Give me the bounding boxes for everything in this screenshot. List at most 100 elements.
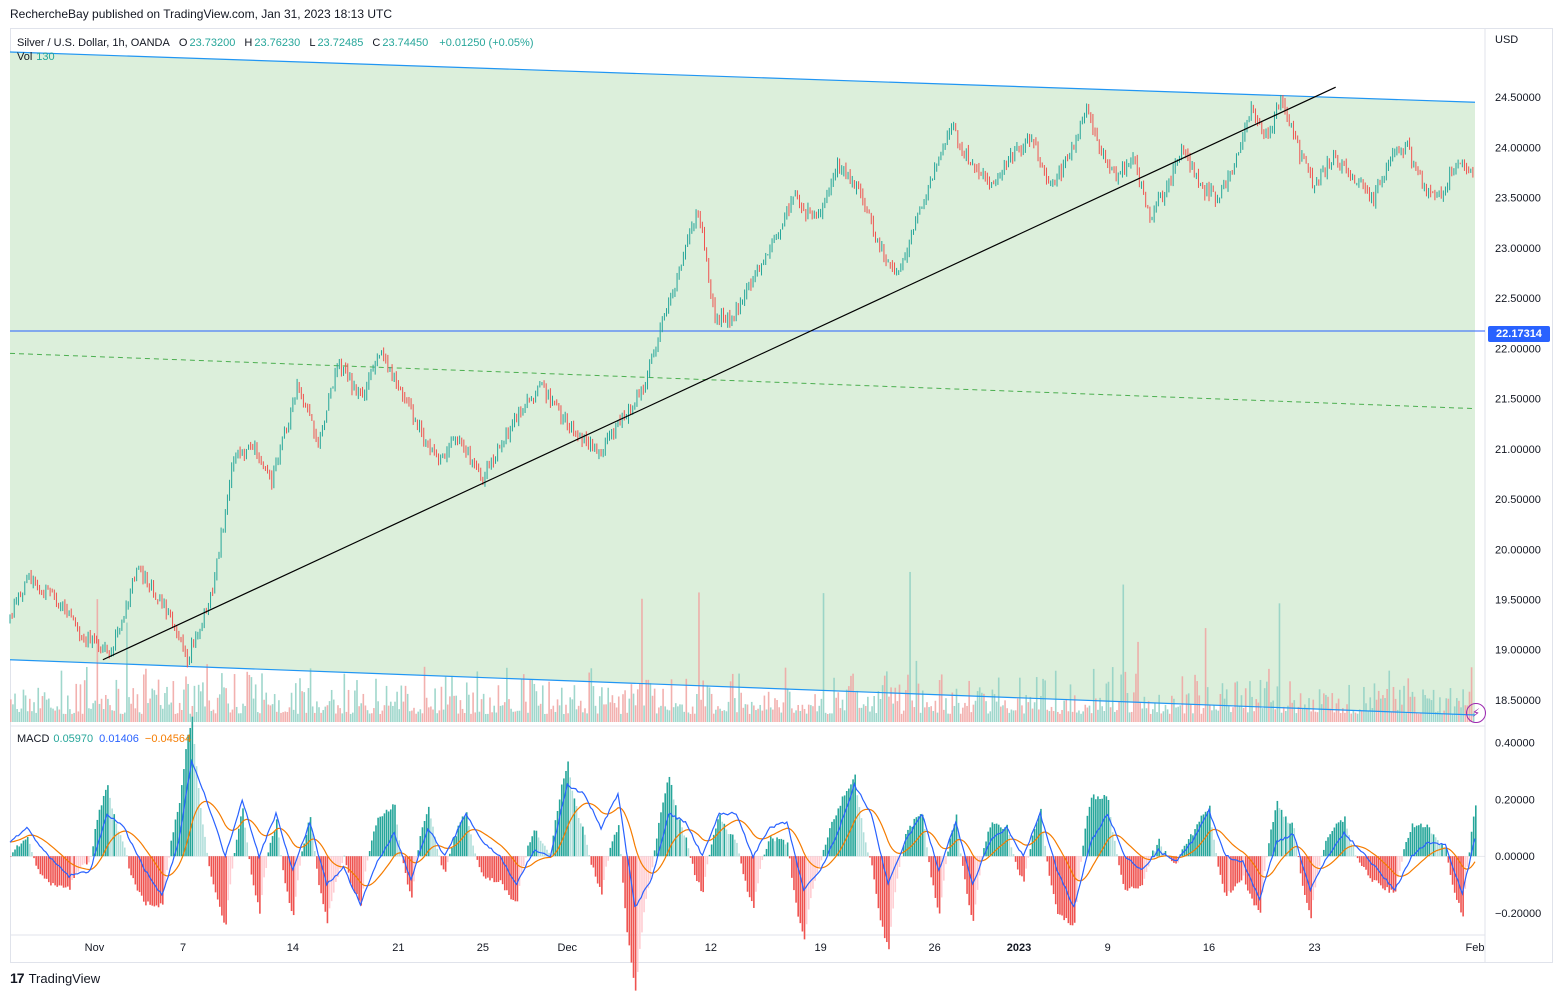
macd-histogram-bar <box>531 836 534 857</box>
macd-histogram-bar <box>674 805 677 857</box>
macd-histogram-bar <box>810 856 812 899</box>
volume-bar <box>630 684 633 722</box>
volume-bar <box>88 708 90 722</box>
price-tick-label: 24.50000 <box>1495 92 1541 104</box>
volume-bar <box>748 713 751 722</box>
volume-bar <box>104 694 107 722</box>
macd-histogram-bar <box>311 833 314 857</box>
volume-bar <box>981 692 983 722</box>
macd-histogram-bar <box>47 856 50 883</box>
channel-bottom-line <box>9 659 1476 716</box>
volume-bar <box>1316 712 1319 722</box>
macd-histogram-bar <box>634 856 637 991</box>
volume-bar <box>98 703 101 722</box>
volume-bar <box>1016 698 1019 722</box>
macd-histogram-bar <box>951 830 954 857</box>
time-tick-label: Nov <box>85 942 105 954</box>
volume-bar <box>1263 688 1266 722</box>
volume-bar <box>563 713 565 722</box>
volume-bar <box>1428 698 1431 722</box>
macd-legend[interactable]: MACD 0.05970 0.01406 −0.04564 <box>17 733 191 745</box>
macd-histogram-bar <box>37 856 40 870</box>
macd-histogram-bar <box>242 808 244 857</box>
macd-histogram-bar <box>1418 825 1420 857</box>
volume-bar <box>92 703 94 722</box>
volume-bar <box>1291 702 1293 722</box>
volume-bar <box>905 690 907 722</box>
macd-histogram-bar <box>936 856 939 908</box>
macd-histogram-bar <box>379 816 382 857</box>
volume-bar <box>1171 695 1173 722</box>
macd-histogram-bar <box>683 835 685 857</box>
macd-histogram-bar <box>993 823 996 857</box>
macd-histogram-bar <box>539 840 542 857</box>
volume-bar <box>1000 706 1002 722</box>
volume-bar <box>26 711 29 722</box>
volume-bar <box>826 713 829 722</box>
volume-bar <box>1204 628 1207 722</box>
tradingview-logo[interactable]: 17 TradingView <box>10 970 100 986</box>
macd-histogram-bar <box>710 844 713 857</box>
volume-bar <box>898 684 901 722</box>
price-tick-label: 21.00000 <box>1495 444 1541 456</box>
macd-histogram-bar <box>1318 856 1321 867</box>
macd-histogram-bar <box>111 808 113 857</box>
volume-bar <box>603 704 605 722</box>
macd-histogram-bar <box>1337 822 1340 857</box>
macd-histogram-bar <box>801 856 804 932</box>
volume-bar <box>788 691 791 722</box>
volume-bar <box>301 691 303 722</box>
volume-bar <box>917 683 920 722</box>
macd-histogram-bar <box>326 856 329 924</box>
volume-bar <box>953 705 956 722</box>
symbol-title[interactable]: Silver / U.S. Dollar, 1h, OANDA <box>17 37 170 49</box>
macd-histogram-bar <box>1086 815 1089 857</box>
macd-histogram-bar <box>269 842 272 857</box>
macd-histogram-bar <box>518 856 521 886</box>
macd-histogram-bar <box>544 845 546 857</box>
volume-bar <box>14 693 16 722</box>
volume-bar <box>907 674 909 722</box>
volume-bar <box>107 698 109 722</box>
volume-bar <box>1242 707 1245 722</box>
macd-histogram-bar <box>389 809 392 857</box>
volume-bar <box>199 691 202 722</box>
volume-bar <box>100 698 103 722</box>
channel-top-line <box>9 51 1476 103</box>
macd-histogram-bar <box>330 856 333 902</box>
volume-bar <box>888 696 890 722</box>
volume-bar <box>438 710 441 722</box>
macd-histogram-bar <box>1215 853 1217 857</box>
volume-bar <box>1044 680 1046 722</box>
macd-histogram-bar <box>1029 849 1032 857</box>
volume-bar <box>96 599 99 722</box>
macd-histogram-bar <box>860 818 863 857</box>
macd-histogram-bar <box>166 856 168 871</box>
volume-legend[interactable]: Vol 130 <box>17 51 55 63</box>
macd-histogram-bar <box>265 856 268 869</box>
macd-histogram-bar <box>609 847 612 857</box>
macd-histogram-bar <box>480 856 483 873</box>
volume-bar <box>111 710 113 722</box>
volume-bar <box>628 698 631 722</box>
macd-histogram-bar <box>246 842 249 857</box>
macd-histogram-bar <box>786 842 789 857</box>
volume-bar <box>653 688 656 722</box>
volume-bar <box>700 699 702 722</box>
lightning-icon[interactable]: ⚡ <box>1466 703 1486 723</box>
volume-bar <box>660 705 662 722</box>
volume-bar <box>442 709 445 722</box>
macd-histogram-bar <box>85 856 88 865</box>
volume-bar <box>495 712 498 722</box>
macd-histogram-bar <box>381 816 384 857</box>
macd-histogram-bar <box>727 834 730 857</box>
macd-histogram-bar <box>73 856 75 879</box>
macd-histogram-bar <box>605 856 607 867</box>
volume-bar <box>385 685 388 722</box>
macd-histogram-bar <box>83 856 86 864</box>
macd-histogram-bar <box>41 856 44 876</box>
macd-histogram-bar <box>1369 856 1372 879</box>
macd-histogram-bar <box>1008 834 1011 857</box>
volume-bar <box>940 674 943 722</box>
